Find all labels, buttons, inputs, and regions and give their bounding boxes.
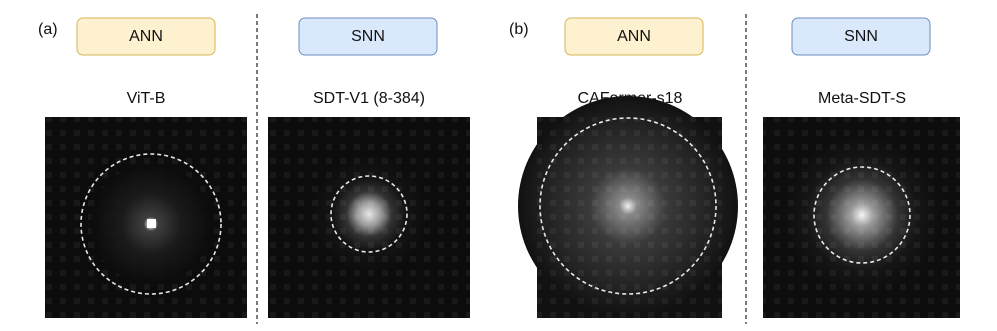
badge-text: SNN bbox=[844, 28, 878, 45]
badge-text: ANN bbox=[617, 28, 651, 45]
badge bbox=[564, 17, 704, 56]
group-label: (b) bbox=[509, 21, 529, 38]
panel-title: Meta-SDT-S bbox=[818, 90, 906, 107]
badge bbox=[298, 17, 438, 56]
badge-text: ANN bbox=[129, 28, 163, 45]
badge bbox=[791, 17, 931, 56]
heatmap bbox=[763, 117, 960, 318]
heatmap bbox=[268, 117, 470, 318]
heatmap bbox=[518, 96, 738, 318]
badge bbox=[76, 17, 216, 56]
group-label: (a) bbox=[38, 21, 58, 38]
heatmap bbox=[45, 117, 247, 318]
panel-title: SDT-V1 (8-384) bbox=[313, 90, 425, 107]
badge-text: SNN bbox=[351, 28, 385, 45]
panel-title: ViT-B bbox=[127, 90, 166, 107]
